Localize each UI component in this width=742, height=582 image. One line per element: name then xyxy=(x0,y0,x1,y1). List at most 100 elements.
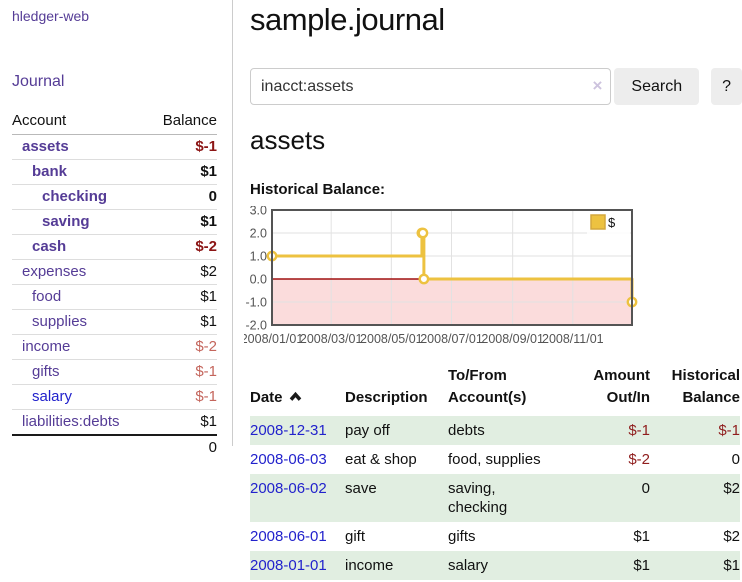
main-content: sample.journal × Search ? assets Histori… xyxy=(244,0,742,580)
accounts-column-header: Account xyxy=(12,112,149,135)
register-accounts: salary xyxy=(448,557,489,574)
account-balance: $1 xyxy=(148,309,217,335)
accounts-table: Account Balance assets $-1 bank $1 checking 0… xyxy=(12,112,217,459)
search-button[interactable]: Search xyxy=(614,68,700,105)
account-link-salary[interactable]: salary xyxy=(32,388,73,405)
register-accounts: debts xyxy=(448,422,485,439)
transaction-date-link[interactable]: 2008-12-31 xyxy=(250,422,327,439)
register-table-body: 2008-12-31 pay off debts $-1 $-1 2008-06-03 ea… xyxy=(250,416,740,580)
account-balance: $-2 xyxy=(148,234,217,260)
x-axis-tick-label: 2008/07/01 xyxy=(420,332,483,346)
x-axis-tick-label: 2008/03/01 xyxy=(300,332,363,346)
register-accounts: food, supplies xyxy=(448,451,541,468)
account-link-food[interactable]: food xyxy=(32,288,62,305)
account-link-expenses[interactable]: expenses xyxy=(22,263,87,280)
account-link-assets[interactable]: assets xyxy=(22,138,69,155)
register-header-row: Date Description To/From Account(s) Amou… xyxy=(250,365,740,416)
register-balance: $1 xyxy=(723,557,740,574)
date-column-header: Date xyxy=(250,365,345,416)
register-row: 2008-12-31 pay off debts $-1 $-1 xyxy=(250,416,740,445)
sidebar-item-journal[interactable]: Journal xyxy=(12,73,65,90)
account-link-saving[interactable]: saving xyxy=(42,213,90,230)
page-title: sample.journal xyxy=(250,2,445,37)
account-row: assets $-1 xyxy=(12,135,217,160)
register-amount: $-1 xyxy=(628,422,650,439)
account-row: food $1 xyxy=(12,284,217,310)
register-amount: $1 xyxy=(633,557,650,574)
clear-search-icon[interactable]: × xyxy=(592,76,603,95)
register-description: save xyxy=(345,480,377,497)
register-amount: 0 xyxy=(641,480,650,497)
account-link-gifts[interactable]: gifts xyxy=(32,363,60,380)
register-accounts: saving, checking xyxy=(448,480,508,516)
account-link-income[interactable]: income xyxy=(22,338,71,355)
register-description: gift xyxy=(345,528,366,545)
account-link-liabilities-debts[interactable]: liabilities:debts xyxy=(22,413,120,430)
legend-swatch xyxy=(590,214,606,230)
register-row: 2008-01-01 income salary $1 $1 xyxy=(250,551,740,580)
account-row: checking 0 xyxy=(12,184,217,210)
register-balance: 0 xyxy=(731,451,740,468)
account-balance: $2 xyxy=(148,259,217,285)
account-row: gifts $-1 xyxy=(12,359,217,385)
app-brand-link[interactable]: hledger-web xyxy=(12,8,90,24)
account-link-supplies[interactable]: supplies xyxy=(32,313,88,330)
legend-label: $ xyxy=(608,215,616,230)
search-box: × xyxy=(250,68,612,105)
search-input[interactable] xyxy=(250,68,612,105)
account-page-heading: assets xyxy=(250,125,326,155)
account-column-header: To/From Account(s) xyxy=(448,367,527,406)
transaction-date-link[interactable]: 2008-06-03 xyxy=(250,451,327,468)
transaction-date-link[interactable]: 2008-01-01 xyxy=(250,557,327,574)
account-balance: $1 xyxy=(148,409,217,435)
transaction-date-link[interactable]: 2008-06-01 xyxy=(250,528,327,545)
account-link-checking[interactable]: checking xyxy=(42,188,108,205)
account-balance: $1 xyxy=(148,284,217,310)
accounts-total-row: 0 xyxy=(12,434,217,459)
sidebar: hledger-web Journal Account Balance asse… xyxy=(0,0,233,459)
account-balance: $1 xyxy=(148,209,217,235)
register-table: Date Description To/From Account(s) Amou… xyxy=(250,365,740,580)
account-link-cash[interactable]: cash xyxy=(32,238,67,255)
transaction-date-link[interactable]: 2008-06-02 xyxy=(250,480,327,497)
search-form: × Search ? xyxy=(250,68,742,105)
account-link-bank[interactable]: bank xyxy=(32,163,68,180)
y-axis-tick-label: 3.0 xyxy=(250,206,267,218)
historical-balance-chart: $3.0 2.0 1.0 0.0 -1.0 -2.02008/01/012008/03/0… xyxy=(244,206,638,346)
y-axis-tick-label: -2.0 xyxy=(245,319,267,333)
amount-column-header: Amount Out/In xyxy=(593,367,650,406)
x-axis-tick-label: 2008/11/01 xyxy=(542,332,604,346)
account-balance: $-1 xyxy=(195,138,217,155)
help-button[interactable]: ? xyxy=(711,68,742,105)
register-accounts: gifts xyxy=(448,528,476,545)
data-point-marker xyxy=(418,273,430,285)
register-description: income xyxy=(345,557,394,574)
y-axis-tick-label: 1.0 xyxy=(250,250,267,264)
account-row: saving $1 xyxy=(12,209,217,235)
y-axis-tick-label: -1.0 xyxy=(245,296,267,310)
accounts-header-row: Account Balance xyxy=(12,112,217,135)
account-row: supplies $1 xyxy=(12,309,217,335)
register-description: pay off xyxy=(345,422,390,439)
account-row: income $-2 xyxy=(12,334,217,360)
account-row: salary $-1 xyxy=(12,384,217,410)
register-amount: $1 xyxy=(633,528,650,545)
balance-column-header: Balance xyxy=(148,112,217,135)
x-axis-tick-label: 2008/09/01 xyxy=(481,332,544,346)
register-row: 2008-06-02 save saving, checking 0 $2 xyxy=(250,474,740,522)
accounts-table-body: assets $-1 bank $1 checking 0 saving $1 cash $-2 e… xyxy=(12,135,217,435)
plot-border xyxy=(271,209,633,326)
date-column-header-label: Date xyxy=(250,389,283,406)
description-column-header: Description xyxy=(345,389,428,406)
accounts-total-value: 0 xyxy=(12,434,217,459)
data-point-marker xyxy=(417,227,429,239)
account-row: liabilities:debts $1 xyxy=(12,409,217,435)
account-balance: $-1 xyxy=(148,359,217,385)
account-row: cash $-2 xyxy=(12,234,217,260)
register-amount: $-2 xyxy=(628,451,650,468)
account-row: bank $1 xyxy=(12,159,217,185)
account-balance: $-1 xyxy=(148,384,217,410)
account-balance: $1 xyxy=(148,159,217,185)
account-balance: $-2 xyxy=(148,334,217,360)
register-row: 2008-06-01 gift gifts $1 $2 xyxy=(250,522,740,551)
